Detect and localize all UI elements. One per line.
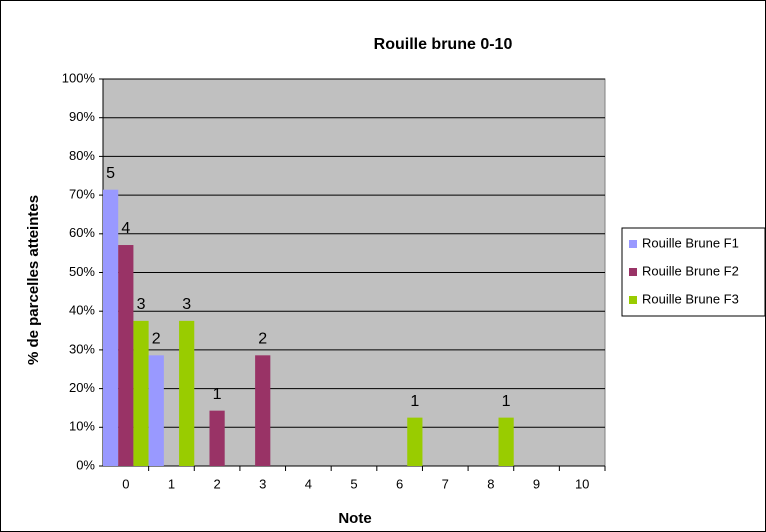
bar bbox=[255, 355, 271, 466]
legend-label: Rouille Brune F3 bbox=[642, 291, 739, 306]
bar bbox=[407, 417, 423, 466]
legend-swatch bbox=[629, 240, 637, 248]
data-label: 1 bbox=[410, 393, 419, 410]
y-tick-label: 40% bbox=[69, 303, 95, 318]
x-tick-label: 0 bbox=[122, 476, 129, 491]
y-tick-label: 70% bbox=[69, 187, 95, 202]
y-tick-label: 50% bbox=[69, 264, 95, 279]
data-label: 2 bbox=[258, 331, 267, 348]
y-tick-label: 10% bbox=[69, 419, 95, 434]
legend-label: Rouille Brune F1 bbox=[642, 235, 739, 250]
x-tick-label: 2 bbox=[213, 476, 220, 491]
bar bbox=[103, 189, 119, 466]
data-label: 4 bbox=[121, 220, 130, 237]
x-tick-label: 9 bbox=[533, 476, 540, 491]
bar bbox=[179, 320, 195, 466]
bar bbox=[498, 417, 514, 466]
x-tick-label: 5 bbox=[350, 476, 357, 491]
x-tick-label: 10 bbox=[575, 476, 589, 491]
x-axis-title: Note bbox=[338, 510, 371, 527]
y-axis-title: % de parcelles atteintes bbox=[25, 195, 42, 365]
bar bbox=[148, 355, 164, 466]
legend-label: Rouille Brune F2 bbox=[642, 263, 739, 278]
x-tick-label: 7 bbox=[442, 476, 449, 491]
y-tick-label: 90% bbox=[69, 109, 95, 124]
y-tick-label: 30% bbox=[69, 341, 95, 356]
x-tick-label: 4 bbox=[305, 476, 312, 491]
data-label: 2 bbox=[152, 331, 161, 348]
legend-swatch bbox=[629, 268, 637, 276]
legend-box bbox=[621, 227, 766, 317]
legend-swatch bbox=[629, 296, 637, 304]
bar bbox=[209, 410, 225, 466]
y-tick-label: 20% bbox=[69, 380, 95, 395]
y-tick-label: 60% bbox=[69, 225, 95, 240]
x-tick-label: 1 bbox=[168, 476, 175, 491]
data-label: 3 bbox=[137, 296, 146, 313]
data-label: 5 bbox=[106, 165, 115, 182]
bar bbox=[118, 245, 134, 466]
y-tick-label: 100% bbox=[62, 70, 96, 85]
y-tick-label: 0% bbox=[76, 457, 95, 472]
data-label: 3 bbox=[182, 296, 191, 313]
bar bbox=[133, 320, 149, 466]
chart-title: Rouille brune 0-10 bbox=[374, 36, 513, 53]
data-label: 1 bbox=[502, 393, 511, 410]
x-tick-label: 3 bbox=[259, 476, 266, 491]
x-tick-label: 8 bbox=[487, 476, 494, 491]
y-tick-label: 80% bbox=[69, 148, 95, 163]
x-tick-label: 6 bbox=[396, 476, 403, 491]
data-label: 1 bbox=[213, 386, 222, 403]
